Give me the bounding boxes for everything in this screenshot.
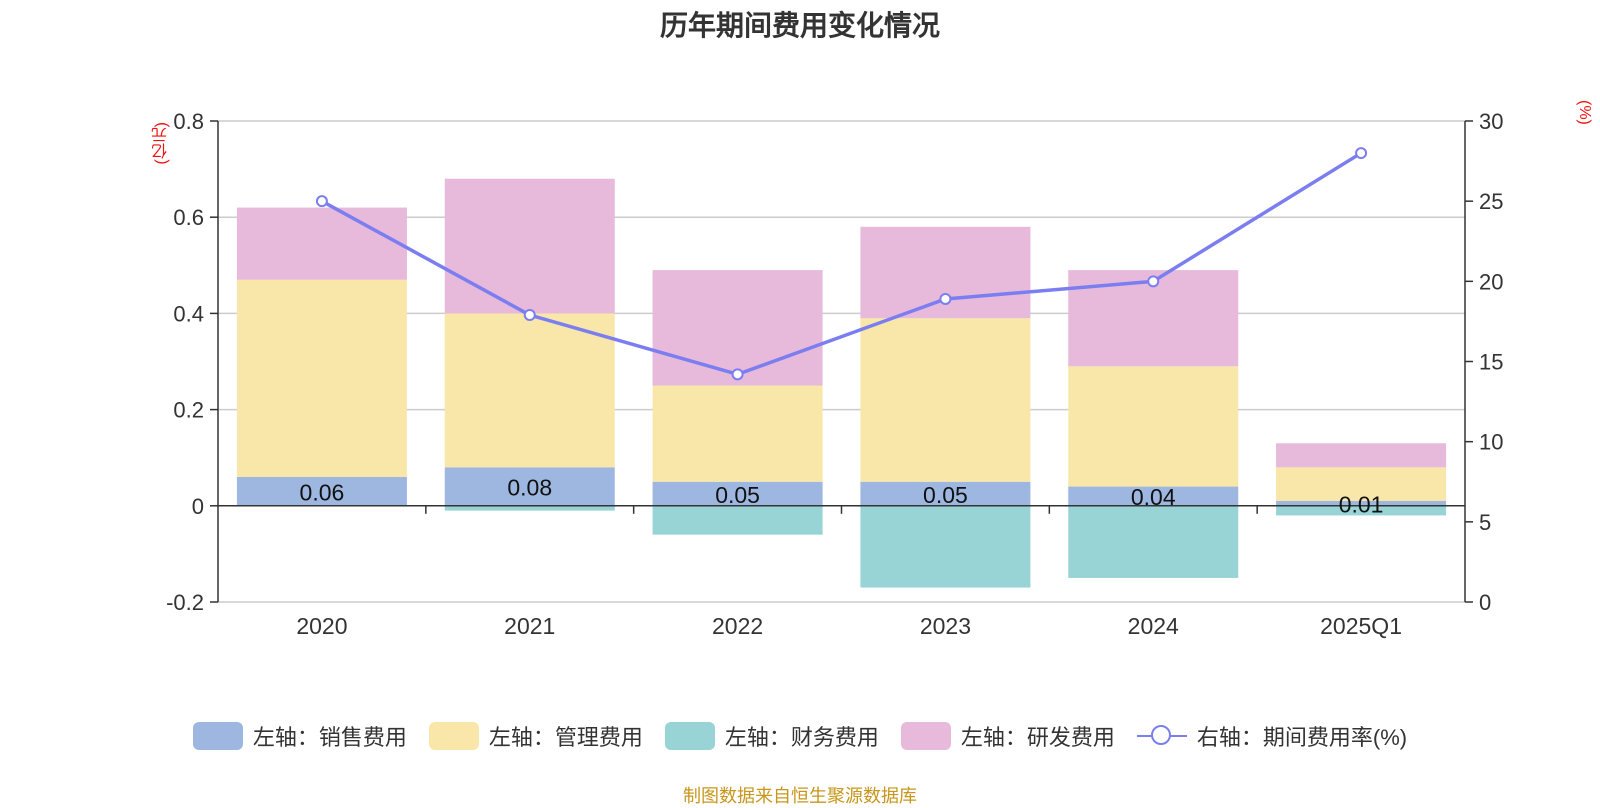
x-axis-tick-label: 2024 bbox=[1128, 613, 1179, 639]
bar-segment bbox=[1068, 505, 1239, 578]
expense-rate-point bbox=[523, 309, 536, 322]
expense-rate-point bbox=[939, 292, 952, 305]
expense-rate-point bbox=[731, 368, 744, 381]
x-axis-tick-label: 2023 bbox=[920, 613, 971, 639]
right-axis-tick-label: 10 bbox=[1479, 430, 1503, 455]
expense-rate-point bbox=[1147, 275, 1160, 288]
legend-item-finance[interactable]: 左轴：财务费用 bbox=[664, 720, 879, 752]
bar-segment bbox=[860, 481, 1031, 506]
bar-segment bbox=[652, 505, 823, 535]
bar-segment bbox=[444, 505, 615, 511]
chart-title: 历年期间费用变化情况 bbox=[659, 10, 940, 41]
right-axis-tick-label: 30 bbox=[1479, 109, 1503, 134]
bar-segment bbox=[1276, 505, 1447, 516]
bar-segment bbox=[444, 313, 615, 468]
legend-swatch-admin bbox=[428, 722, 479, 750]
bar-segment bbox=[652, 385, 823, 482]
expense-rate-point bbox=[1355, 147, 1368, 160]
left-axis-tick-label: 0 bbox=[192, 494, 204, 519]
bar-segment bbox=[1068, 366, 1239, 487]
data-source-note: 制图数据来自恒生聚源数据库 bbox=[683, 786, 917, 806]
bar-segment bbox=[236, 279, 407, 477]
bar-segment bbox=[1068, 486, 1239, 506]
bar-segment bbox=[236, 207, 407, 280]
bar-segment bbox=[1276, 443, 1447, 468]
legend-label-rd: 左轴：研发费用 bbox=[960, 725, 1115, 750]
x-axis-tick-label: 2022 bbox=[712, 613, 763, 639]
bar-data-label: 0.08 bbox=[507, 475, 552, 501]
left-axis-tick-label: -0.2 bbox=[166, 590, 204, 615]
bar-data-label: 0.05 bbox=[923, 482, 968, 508]
legend-line-marker bbox=[1150, 725, 1171, 745]
left-axis-tick-label: 0.6 bbox=[173, 205, 204, 230]
expense-rate-point bbox=[315, 195, 328, 208]
legend-item-sales[interactable]: 左轴：销售费用 bbox=[192, 720, 407, 752]
bar-data-label: 0.04 bbox=[1131, 484, 1176, 510]
legend-swatch-finance bbox=[664, 722, 715, 750]
legend-label-sales: 左轴：销售费用 bbox=[252, 725, 407, 750]
right-axis-tick-label: 25 bbox=[1479, 189, 1503, 214]
legend-line-icon bbox=[1136, 722, 1187, 750]
x-axis-tick-label: 2021 bbox=[504, 613, 555, 639]
bar-segment bbox=[652, 481, 823, 506]
bar-data-label: 0.01 bbox=[1339, 491, 1384, 517]
legend: 左轴：销售费用 左轴：管理费用 左轴：财务费用 左轴：研发费用 右轴：期间费用率… bbox=[0, 720, 1600, 752]
bar-segment bbox=[444, 467, 615, 506]
bar-segment bbox=[236, 476, 407, 506]
x-axis-tick-label: 2025Q1 bbox=[1320, 613, 1402, 639]
x-axis-tick-label: 2020 bbox=[296, 613, 347, 639]
left-axis-tick-label: 0.8 bbox=[173, 109, 204, 134]
right-axis-tick-label: 15 bbox=[1479, 350, 1503, 375]
legend-item-expense-rate[interactable]: 右轴：期间费用率(%) bbox=[1136, 720, 1408, 752]
bar-data-label: 0.06 bbox=[300, 479, 345, 505]
bar-segment bbox=[444, 178, 615, 314]
right-axis-unit: (%) bbox=[1576, 100, 1593, 125]
right-axis-tick-label: 0 bbox=[1479, 590, 1491, 615]
legend-label-admin: 左轴：管理费用 bbox=[488, 725, 643, 750]
right-axis-tick-label: 20 bbox=[1479, 269, 1503, 294]
legend-label-finance: 左轴：财务费用 bbox=[724, 725, 879, 750]
legend-swatch-sales bbox=[192, 722, 243, 750]
legend-item-rd[interactable]: 左轴：研发费用 bbox=[900, 720, 1115, 752]
legend-item-admin[interactable]: 左轴：管理费用 bbox=[428, 720, 643, 752]
bar-data-label: 0.05 bbox=[715, 482, 760, 508]
left-axis-tick-label: 0.4 bbox=[173, 301, 204, 326]
bar-segment bbox=[1276, 500, 1447, 506]
bar-segment bbox=[860, 505, 1031, 588]
right-axis-tick-label: 5 bbox=[1479, 510, 1491, 535]
legend-label-expense-rate: 右轴：期间费用率(%) bbox=[1196, 725, 1408, 750]
bar-segment bbox=[860, 318, 1031, 482]
expense-rate-line bbox=[321, 151, 1363, 377]
left-axis-tick-label: 0.2 bbox=[173, 398, 204, 423]
legend-swatch-rd bbox=[900, 722, 951, 750]
bar-segment bbox=[652, 270, 823, 386]
bar-segment bbox=[1276, 467, 1447, 501]
